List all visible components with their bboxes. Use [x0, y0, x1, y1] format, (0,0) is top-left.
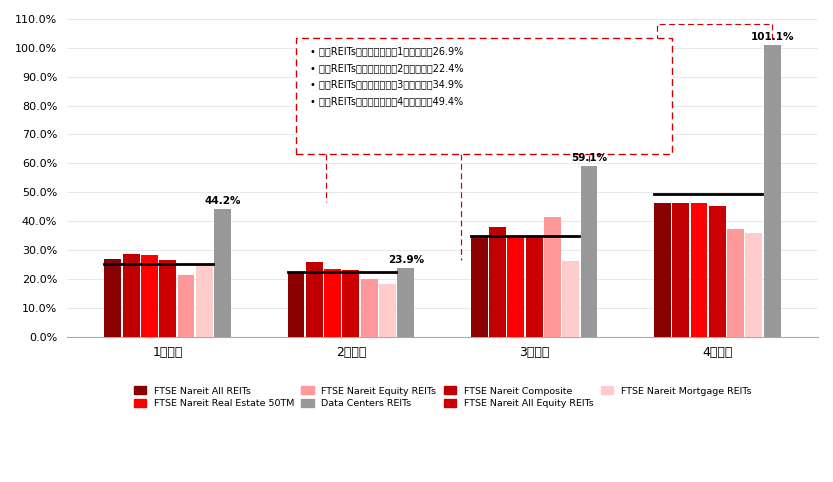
Bar	[104, 259, 121, 336]
Bar	[361, 279, 377, 336]
Bar	[672, 203, 689, 336]
Text: 23.9%: 23.9%	[388, 254, 424, 265]
Text: 101.1%: 101.1%	[751, 32, 794, 42]
Bar	[324, 269, 341, 336]
Bar	[507, 236, 524, 336]
Bar	[214, 209, 231, 336]
Bar	[342, 269, 359, 336]
Bar	[141, 255, 157, 336]
Bar	[654, 203, 671, 336]
Bar	[764, 45, 781, 336]
Bar	[471, 236, 487, 336]
Bar	[287, 272, 304, 336]
Text: 59.1%: 59.1%	[571, 153, 607, 163]
Bar	[746, 233, 762, 336]
Bar	[526, 237, 542, 336]
Bar	[489, 228, 506, 336]
Bar	[196, 264, 212, 336]
FancyBboxPatch shape	[296, 38, 671, 154]
Bar	[691, 203, 707, 336]
Legend: FTSE Nareit All REITs, FTSE Nareit Real Estate 50TM, FTSE Nareit Equity REITs, D: FTSE Nareit All REITs, FTSE Nareit Real …	[130, 383, 755, 412]
Bar	[709, 205, 726, 336]
Bar	[544, 217, 561, 336]
Bar	[397, 268, 414, 336]
Bar	[379, 284, 396, 336]
Bar	[159, 260, 176, 336]
Bar	[177, 275, 194, 336]
Bar	[581, 166, 597, 336]
Bar	[122, 254, 139, 336]
Text: 44.2%: 44.2%	[204, 196, 241, 206]
Bar	[562, 261, 579, 336]
Text: • 传统REITs平均总体回报（1年以来）：26.9%
• 传统REITs平均总体回报（2年以来）：22.4%
• 传统REITs平均总体回报（3年以来）：34: • 传统REITs平均总体回报（1年以来）：26.9% • 传统REITs平均总…	[310, 46, 463, 107]
Bar	[306, 262, 322, 336]
Bar	[727, 229, 744, 336]
